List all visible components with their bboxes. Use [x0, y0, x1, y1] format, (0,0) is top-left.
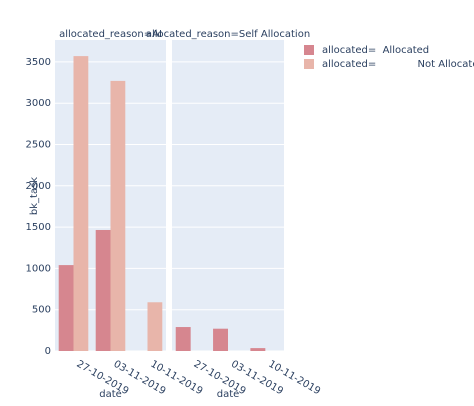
facet-title: allocated_reason=Self Allocation [146, 29, 310, 40]
bar [213, 328, 228, 351]
bar [250, 348, 266, 351]
bar [95, 229, 111, 351]
y-tick-label: 500 [32, 305, 51, 316]
x-axis-label: date [217, 389, 240, 400]
legend-swatch [304, 45, 314, 55]
legend-swatch [304, 59, 314, 69]
y-tick-label: 3000 [26, 98, 51, 109]
legend-label: allocated= Allocated [322, 45, 429, 56]
legend-label: allocated= Not Allocated [322, 59, 474, 70]
x-axis-label: date [99, 389, 122, 400]
y-axis-label: bk_task [29, 177, 40, 215]
y-tick-label: 1000 [26, 263, 51, 274]
y-tick-label: 2000 [26, 181, 51, 192]
facet-title: allocated_reason=AI [59, 29, 162, 40]
y-tick-label: 0 [45, 346, 51, 357]
y-tick-label: 3500 [26, 57, 51, 68]
bar [58, 265, 74, 351]
bar [73, 56, 89, 351]
y-tick-label: 2500 [26, 139, 51, 150]
bar [175, 327, 191, 351]
y-tick-label: 1500 [26, 222, 51, 233]
bar [147, 302, 163, 351]
plot-area [172, 40, 284, 351]
bar [110, 80, 126, 352]
